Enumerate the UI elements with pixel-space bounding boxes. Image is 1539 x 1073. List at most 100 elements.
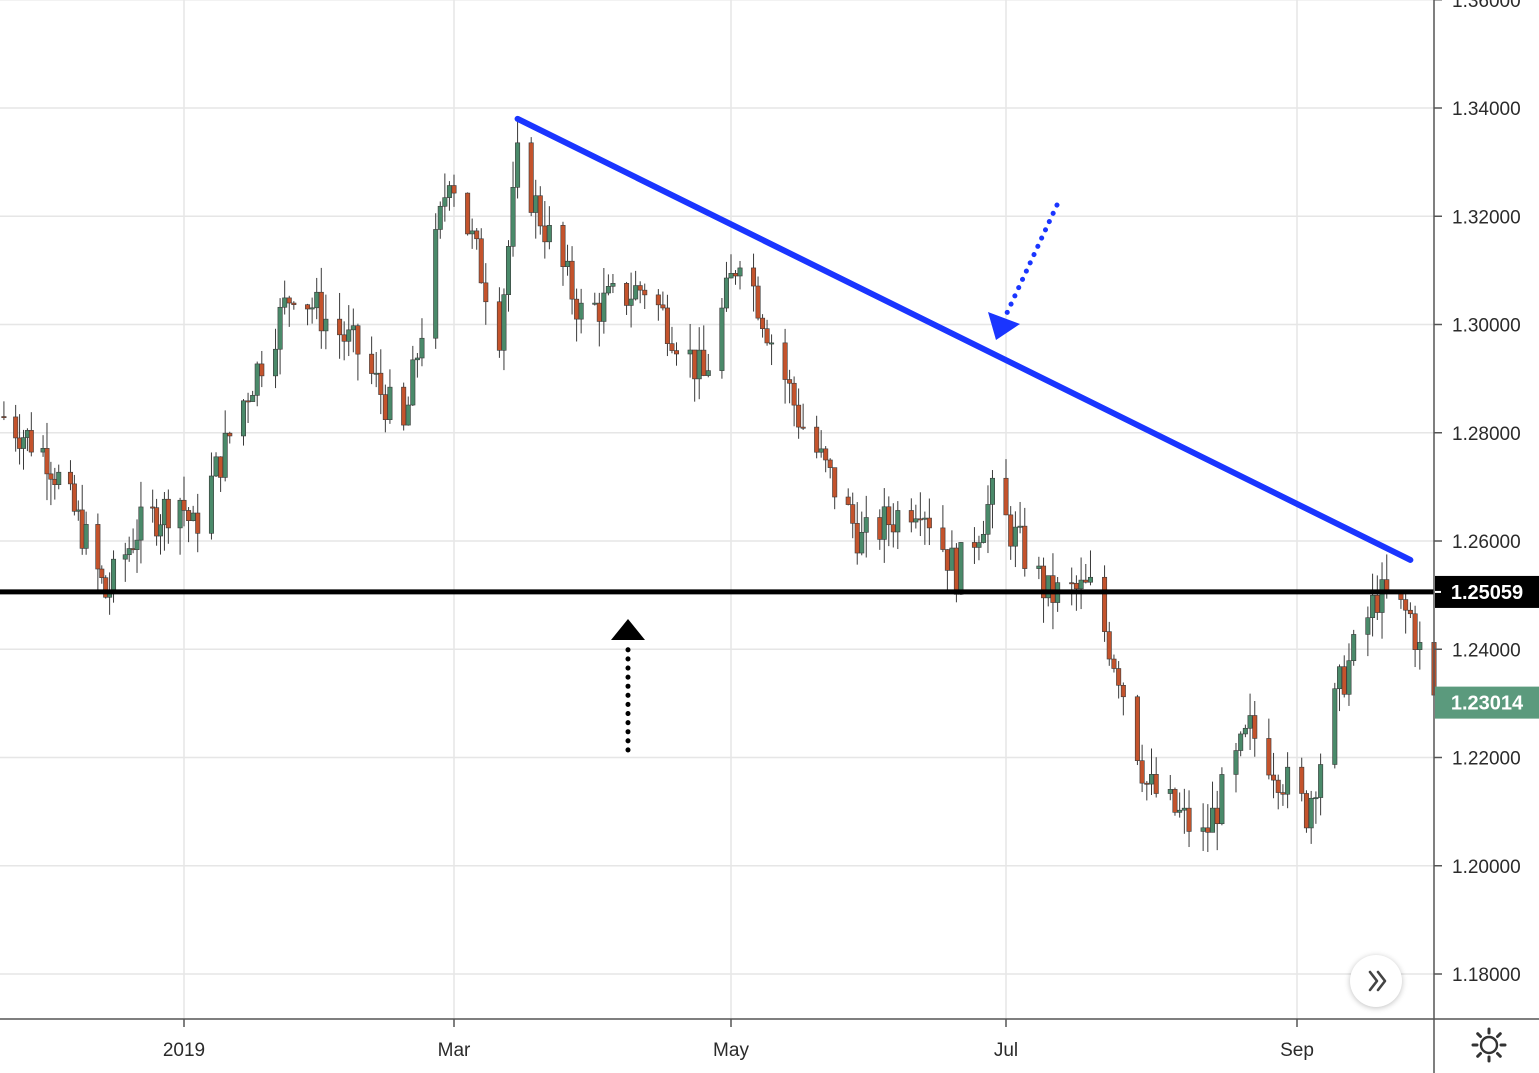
candle-body — [218, 456, 224, 478]
candle-body — [13, 416, 19, 439]
candle-body — [850, 504, 856, 524]
candle-body — [1144, 782, 1150, 785]
candle-body — [1219, 774, 1225, 825]
candle-body — [1139, 760, 1145, 784]
y-tick-label: 1.36000 — [1452, 0, 1521, 12]
y-tick-label: 1.24000 — [1452, 640, 1521, 661]
candle-body — [1275, 779, 1281, 793]
candle-body — [596, 302, 602, 322]
candle-body — [483, 282, 489, 303]
y-tick-label: 1.32000 — [1452, 207, 1521, 228]
candle-body — [1285, 766, 1291, 795]
candle-body — [373, 372, 379, 375]
candle-body — [277, 306, 283, 350]
candle-body — [1214, 807, 1220, 825]
candle-body — [20, 437, 26, 449]
candle-body — [126, 548, 132, 556]
candle-body — [515, 142, 521, 188]
scroll-to-realtime-button[interactable] — [1350, 955, 1402, 1007]
candle-body — [1050, 575, 1056, 603]
candle-body — [791, 382, 797, 406]
gear-icon — [1471, 1027, 1507, 1063]
candle-body — [705, 370, 711, 376]
candle-body — [387, 386, 393, 420]
settings-button[interactable] — [1466, 1022, 1512, 1068]
candle-body — [1073, 582, 1079, 590]
candle-body — [859, 532, 865, 554]
candle-body — [1242, 727, 1248, 735]
candle-body — [1167, 789, 1173, 794]
candle-body — [410, 359, 416, 406]
candle-body — [1106, 631, 1112, 660]
candle-body — [419, 337, 425, 359]
candle-body — [186, 510, 192, 521]
price-badge-label: 1.25059 — [1451, 582, 1523, 604]
candle-body — [1134, 696, 1140, 761]
candle-body — [769, 342, 775, 345]
candle-body — [446, 185, 452, 198]
candle-body — [1332, 688, 1338, 765]
candle-body — [414, 357, 420, 361]
candle-body — [533, 195, 539, 213]
candle-body — [1111, 658, 1117, 669]
candle-body — [401, 386, 407, 426]
candle-body — [719, 307, 725, 371]
candle-body — [165, 498, 171, 529]
candles — [1, 121, 1437, 852]
candle-body — [181, 499, 187, 511]
candle-body — [314, 291, 320, 309]
candle-body — [478, 238, 484, 284]
candle-body — [318, 291, 324, 332]
candle-body — [1417, 642, 1423, 650]
y-tick-label: 1.18000 — [1452, 965, 1521, 986]
candle-body — [814, 426, 820, 453]
candle-body — [177, 499, 183, 529]
candle-body — [537, 195, 543, 227]
candle-body — [890, 524, 896, 533]
candle-body — [1403, 599, 1409, 611]
candle-body — [624, 283, 630, 306]
candle-body — [669, 343, 675, 351]
candle-body — [1346, 660, 1352, 695]
candle-body — [1, 416, 7, 419]
candle-body — [696, 349, 702, 380]
candle-body — [674, 350, 680, 355]
candle-body — [1280, 792, 1286, 795]
candle-body — [405, 404, 411, 426]
candle-body — [886, 506, 892, 526]
candle-body — [723, 277, 729, 309]
price-badge — [1435, 686, 1539, 719]
candle-body — [195, 512, 201, 534]
candle-body — [633, 285, 639, 300]
x-tick-label: May — [713, 1040, 749, 1061]
candle-body — [733, 273, 739, 277]
candle-body — [1252, 715, 1258, 739]
candle-body — [282, 297, 288, 308]
candle-body — [760, 317, 766, 329]
candle-body — [908, 510, 914, 523]
candle-body — [845, 496, 851, 505]
candle-body — [1186, 807, 1192, 832]
candle-body — [305, 304, 311, 310]
price-badge — [1435, 575, 1539, 608]
x-tick-label: 2019 — [163, 1040, 205, 1061]
candle-body — [985, 504, 991, 535]
candle-body — [451, 185, 457, 194]
candle-body — [1205, 827, 1211, 833]
candle-body — [1003, 477, 1009, 516]
candle-body — [245, 400, 251, 403]
candle-body — [1341, 666, 1347, 695]
candle-body — [1078, 579, 1084, 590]
candle-body — [980, 533, 986, 543]
x-tick-label: Mar — [438, 1040, 471, 1061]
candle-body — [496, 301, 502, 351]
y-tick-label: 1.26000 — [1452, 532, 1521, 553]
candle-body — [1407, 609, 1413, 615]
candle-body — [501, 294, 507, 351]
candle-body — [1045, 575, 1051, 599]
candle-body — [134, 539, 140, 550]
candle-body — [138, 506, 144, 541]
candle-body — [355, 325, 361, 355]
candle-body — [309, 307, 315, 310]
